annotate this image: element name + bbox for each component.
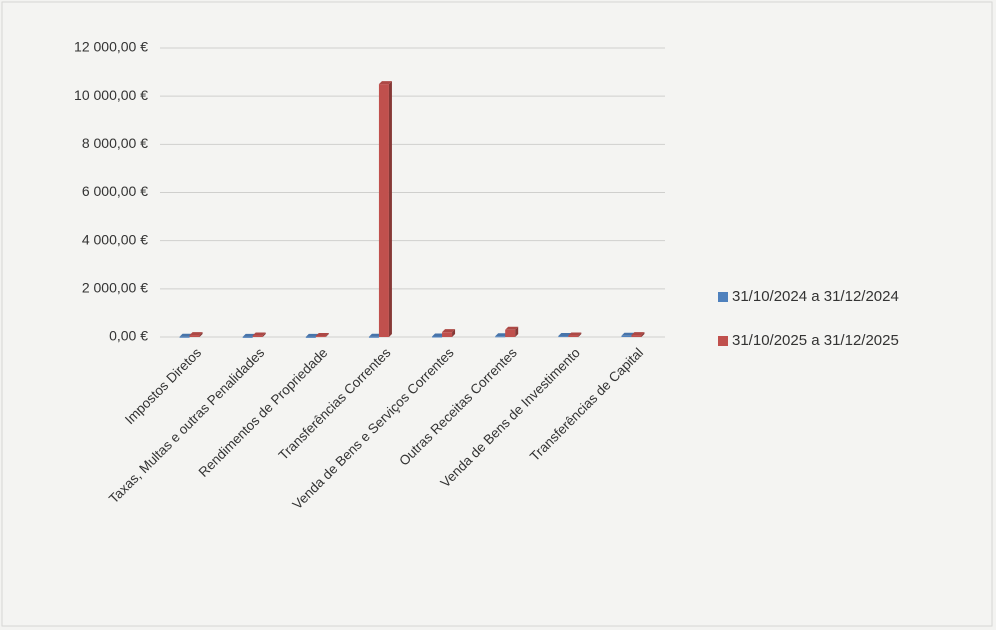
y-tick-label: 10 000,00 € [74, 87, 148, 103]
y-tick-label: 12 000,00 € [74, 39, 148, 55]
legend-label: 31/10/2025 a 31/12/2025 [732, 332, 899, 349]
bar [252, 332, 266, 337]
bar [442, 329, 456, 337]
bar [568, 332, 582, 337]
bar [631, 332, 645, 337]
bar [505, 326, 519, 337]
bar [315, 333, 329, 338]
y-tick-label: 6 000,00 € [82, 183, 148, 199]
y-tick-label: 8 000,00 € [82, 135, 148, 151]
y-tick-label: 2 000,00 € [82, 280, 148, 296]
bar [189, 332, 203, 337]
y-tick-label: 0,00 € [109, 328, 148, 344]
legend-swatch [718, 336, 728, 346]
bar [378, 81, 392, 337]
legend-label: 31/10/2024 a 31/12/2024 [732, 288, 899, 305]
legend-swatch [718, 292, 728, 302]
y-tick-label: 4 000,00 € [82, 231, 148, 247]
